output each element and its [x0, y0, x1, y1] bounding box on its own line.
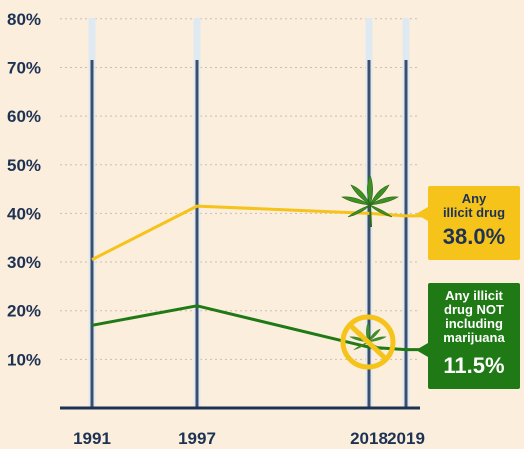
no-marijuana-icon	[340, 314, 396, 370]
y-tick-label: 50%	[7, 156, 41, 175]
grid	[60, 18, 420, 360]
callout-not-marijuana: Any illicit drug NOT including marijuana…	[428, 283, 520, 389]
x-axis-ticks: 1991 1997 2018 2019	[73, 429, 425, 448]
x-tick-label: 1997	[178, 429, 216, 448]
series-line-1	[91, 204, 407, 261]
marijuana-leaf-icon	[341, 174, 399, 228]
series-lines	[91, 204, 428, 357]
callout-value: 38.0%	[442, 224, 506, 249]
callout-pointer	[416, 207, 428, 221]
callout-label: Any illicit drug NOT including marijuana	[443, 288, 505, 345]
y-tick-label: 30%	[7, 253, 41, 272]
x-tick-label: 2018	[350, 429, 388, 448]
callout-any-illicit-drug: Any illicit drug 38.0%	[428, 186, 520, 260]
series-line-2	[91, 304, 407, 352]
y-tick-label: 20%	[7, 302, 41, 321]
y-tick-label: 80%	[7, 10, 41, 29]
y-axis-ticks: 10% 20% 30% 40% 50% 60% 70% 80%	[7, 10, 41, 370]
y-tick-label: 40%	[7, 204, 41, 223]
y-tick-label: 60%	[7, 107, 41, 126]
callout-value: 11.5%	[443, 353, 505, 378]
y-tick-label: 10%	[7, 350, 41, 369]
callout-pointer	[416, 343, 428, 357]
x-tick-label: 2019	[387, 429, 425, 448]
y-tick-label: 70%	[7, 58, 41, 77]
x-tick-label: 1991	[73, 429, 111, 448]
callout-label: Any illicit drug	[442, 191, 506, 220]
